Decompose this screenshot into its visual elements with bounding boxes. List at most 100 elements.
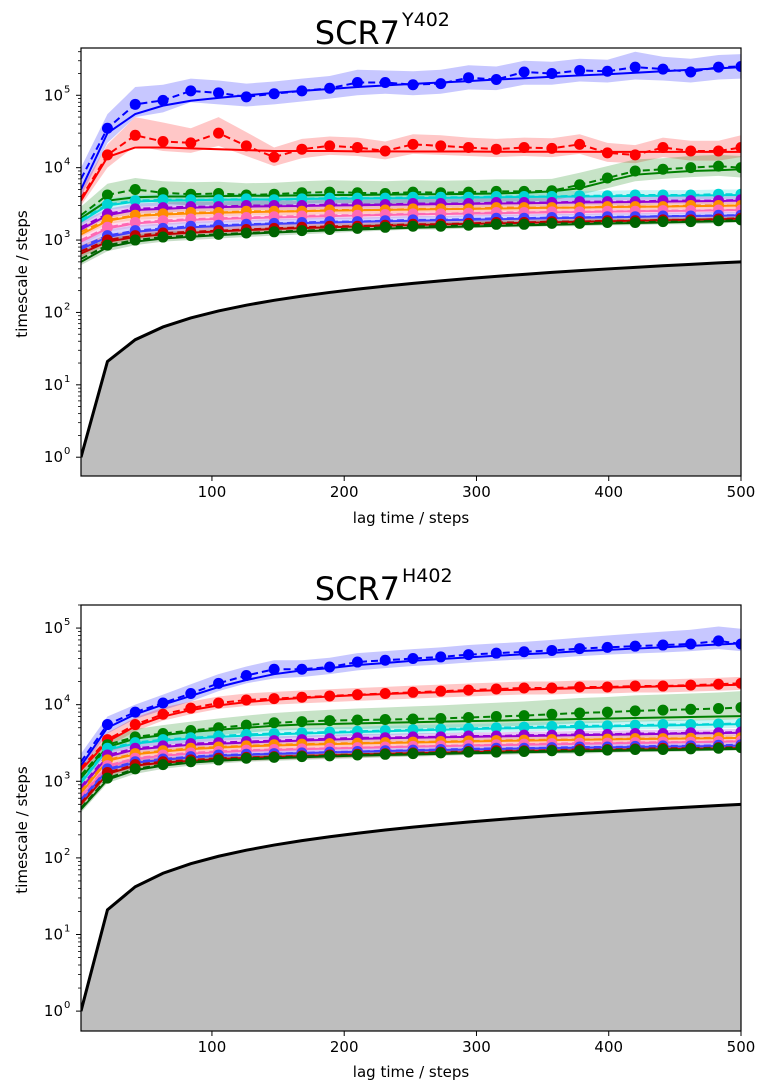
lag-time-fill [81, 261, 741, 476]
data-point [379, 654, 391, 666]
data-point [629, 165, 641, 177]
lag-time-line [81, 260, 741, 458]
confidence-band-1 [81, 117, 741, 206]
data-point [157, 759, 169, 771]
data-point [601, 706, 613, 718]
data-point [657, 63, 669, 75]
data-point [240, 719, 252, 731]
data-point [296, 751, 308, 763]
data-point [101, 149, 113, 161]
y-axis-label: timescale / steps [13, 210, 31, 338]
data-point [101, 221, 113, 233]
data-point [157, 215, 169, 227]
data-point [351, 77, 363, 89]
data-point [185, 85, 197, 97]
data-point [407, 748, 419, 760]
data-point [463, 684, 475, 696]
x-tick-label: 200 [330, 1038, 359, 1056]
chart-title-superscript: Y402 [401, 9, 450, 31]
data-point [240, 694, 252, 706]
data-point [213, 677, 225, 689]
data-point [157, 135, 169, 147]
data-point [735, 677, 741, 689]
data-point [713, 145, 725, 157]
y-tick-exponent: 0 [64, 446, 70, 457]
data-point [240, 91, 252, 103]
data-point [463, 219, 475, 231]
x-tick-label: 400 [594, 483, 623, 501]
data-point [629, 719, 641, 731]
data-point [657, 216, 669, 228]
data-point [268, 693, 280, 705]
data-point [657, 639, 669, 651]
y-tick-label: 10 [44, 86, 63, 104]
y-tick-exponent: 4 [64, 157, 70, 168]
data-point [213, 127, 225, 139]
data-point [129, 195, 141, 207]
data-point [735, 214, 741, 226]
data-point [546, 644, 558, 656]
data-point [268, 663, 280, 675]
data-point [379, 221, 391, 233]
data-point [268, 151, 280, 163]
data-point [629, 640, 641, 652]
data-point [129, 216, 141, 228]
data-point [157, 708, 169, 720]
data-point [657, 743, 669, 755]
data-point [101, 122, 113, 134]
data-point [351, 714, 363, 726]
y-tick-exponent: 0 [64, 1000, 70, 1011]
data-point [129, 719, 141, 731]
plot-content [81, 51, 741, 476]
data-point [657, 704, 669, 716]
data-point [351, 141, 363, 153]
data-point [685, 679, 697, 691]
data-point [379, 748, 391, 760]
data-point [574, 707, 586, 719]
axes-frame [80, 604, 742, 1032]
y-tick-exponent: 3 [64, 770, 70, 781]
data-point [185, 137, 197, 149]
data-point [490, 647, 502, 659]
data-point [213, 228, 225, 240]
data-point [185, 230, 197, 242]
data-point [713, 61, 725, 73]
y-tick-label: 10 [44, 231, 63, 249]
data-point [629, 743, 641, 755]
y-tick-exponent: 2 [64, 847, 70, 858]
plot-content [81, 626, 741, 1031]
data-point [518, 710, 530, 722]
data-point [518, 682, 530, 694]
data-point [574, 720, 586, 732]
data-point [240, 140, 252, 152]
y-tick-label: 10 [44, 1002, 63, 1020]
x-tick-label: 300 [462, 1038, 491, 1056]
y-axis-label: timescale / steps [13, 766, 31, 894]
data-point [657, 719, 669, 731]
y-tick-label: 10 [44, 619, 63, 637]
data-point [629, 216, 641, 228]
data-point [574, 745, 586, 757]
data-point [185, 756, 197, 768]
y-tick-label: 10 [44, 303, 63, 321]
data-point [601, 147, 613, 159]
data-point [101, 198, 113, 210]
confidence-band-6 [81, 738, 741, 801]
data-point [713, 718, 725, 730]
data-point [657, 141, 669, 153]
data-point [518, 218, 530, 230]
data-point [735, 701, 741, 713]
data-point [735, 141, 741, 153]
data-point [324, 223, 336, 235]
data-point [407, 220, 419, 232]
data-point [213, 87, 225, 99]
data-point [546, 720, 558, 732]
data-point [379, 714, 391, 726]
data-point [407, 138, 419, 150]
data-point [296, 716, 308, 728]
data-point [324, 661, 336, 673]
data-point [268, 226, 280, 238]
